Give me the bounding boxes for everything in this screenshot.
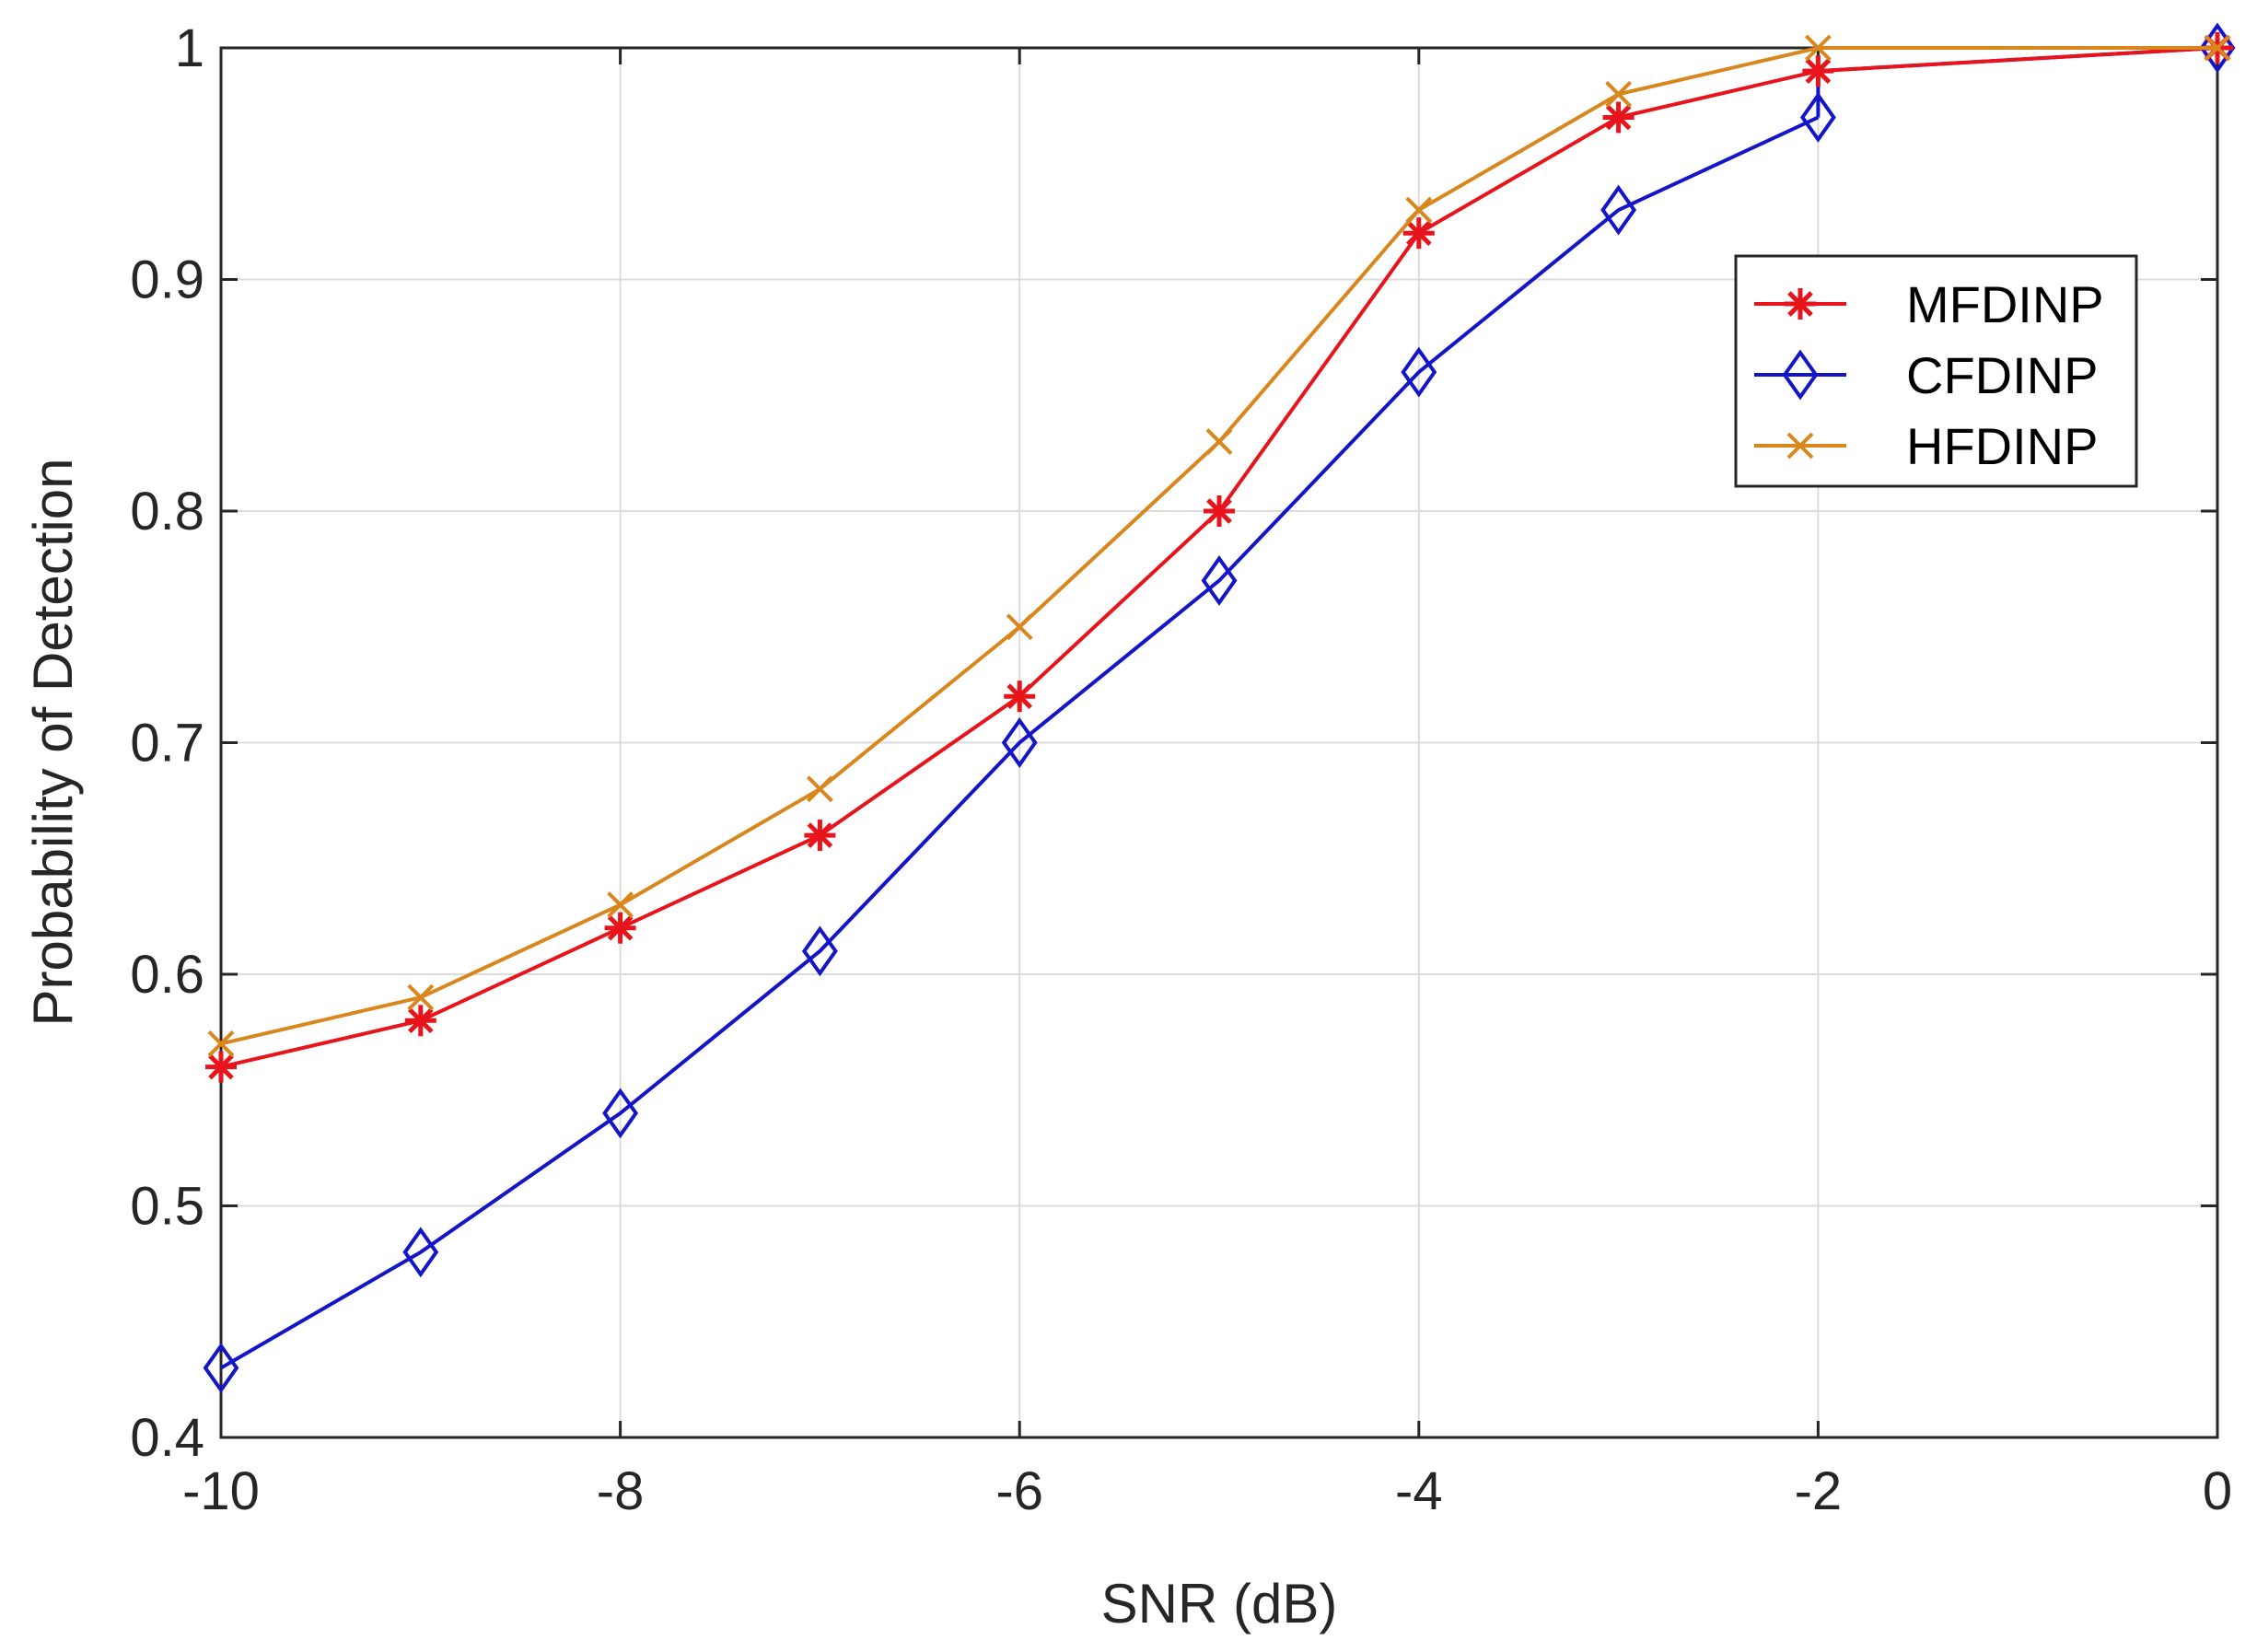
- data-point: [1001, 717, 1038, 768]
- x-tick-label: -2: [1795, 1461, 1843, 1521]
- data-point: [806, 775, 833, 803]
- series-hfdinp: [207, 34, 2231, 1057]
- y-tick-label: 0.6: [130, 945, 204, 1005]
- data-point: [1600, 184, 1637, 236]
- x-tick-label: -4: [1395, 1461, 1443, 1521]
- data-point: [203, 1343, 239, 1394]
- y-tick-label: 0.8: [130, 482, 204, 541]
- data-point: [602, 1088, 639, 1139]
- legend-entry-cfdinp: CFDINP: [1754, 346, 2098, 404]
- legend: MFDINP CFDINP HFDINP: [1734, 254, 2138, 488]
- x-axis-title: SNR (dB): [1101, 1573, 1338, 1635]
- data-point: [604, 912, 636, 944]
- series-layer: [203, 22, 2236, 1394]
- legend-entry-mfdinp: MFDINP: [1754, 275, 2104, 333]
- series-mfdinp: [205, 32, 2233, 1083]
- data-point: [207, 1030, 235, 1057]
- legend-label: CFDINP: [1906, 346, 2098, 404]
- y-tick-label: 0.5: [130, 1177, 204, 1237]
- data-point: [402, 1227, 439, 1278]
- ticks: -10 -8 -6 -4 -2 0 0.4 0.5 0.6 0.7 0.8 0.9 1: [130, 18, 2232, 1521]
- y-tick-label: 0.9: [130, 250, 204, 310]
- data-point: [2204, 34, 2231, 62]
- legend-marker: [1782, 349, 1819, 401]
- y-tick-label: 0.4: [130, 1408, 204, 1468]
- data-point: [1799, 91, 1836, 143]
- data-point: [1004, 681, 1036, 713]
- data-point: [607, 891, 634, 918]
- y-tick-label: 1: [175, 18, 204, 78]
- data-point: [1804, 34, 1832, 62]
- data-point: [1006, 613, 1033, 641]
- x-tick-label: 0: [2203, 1461, 2232, 1521]
- data-point: [801, 925, 838, 977]
- x-tick-label: -6: [995, 1461, 1043, 1521]
- legend-label: MFDINP: [1906, 275, 2104, 333]
- data-point: [205, 1051, 237, 1083]
- data-point: [1405, 196, 1433, 224]
- series-line: [219, 115, 1820, 1370]
- data-point: [1204, 495, 1235, 527]
- data-point: [804, 820, 836, 852]
- data-point: [1201, 554, 1238, 606]
- data-point: [407, 983, 435, 1011]
- x-tick-label: -10: [182, 1461, 260, 1521]
- y-axis-title: Probability of Detection: [22, 459, 84, 1027]
- data-point: [1605, 80, 1633, 108]
- data-point: [1205, 428, 1233, 455]
- series-line: [220, 46, 2217, 1046]
- x-tick-label: -8: [597, 1461, 645, 1521]
- legend-label: HFDINP: [1906, 417, 2098, 475]
- data-point: [404, 1005, 436, 1037]
- legend-entry-hfdinp: HFDINP: [1754, 417, 2098, 475]
- data-point: [1401, 346, 1437, 398]
- y-tick-label: 0.7: [130, 714, 204, 774]
- legend-marker: [1785, 288, 1816, 320]
- series-line: [220, 46, 2218, 1069]
- data-point: [1402, 217, 1435, 250]
- data-point: [1802, 55, 1834, 87]
- data-point: [1602, 101, 1635, 134]
- legend-marker: [1786, 432, 1814, 460]
